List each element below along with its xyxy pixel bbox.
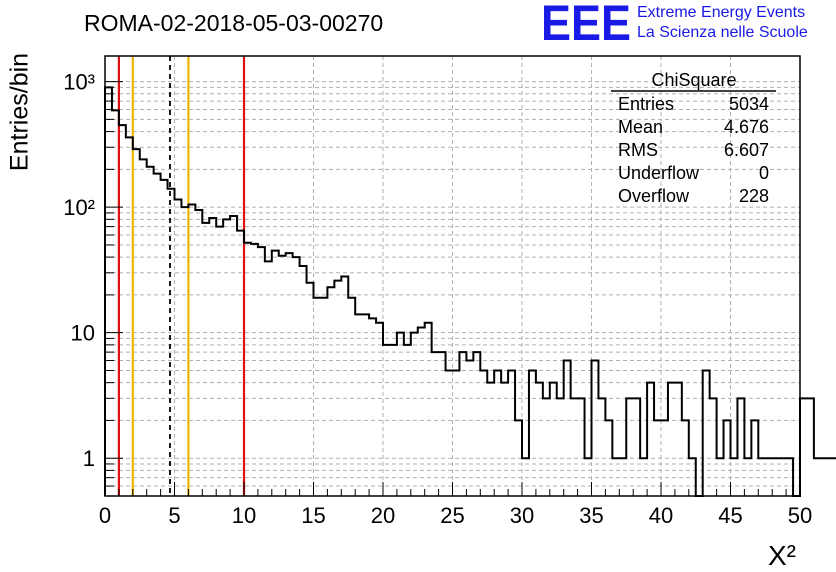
stats-label: Entries [618, 94, 674, 114]
eee-logo-text: EEE [541, 2, 631, 42]
y-tick-label: 10 [71, 321, 95, 346]
stats-label: RMS [618, 140, 658, 160]
eee-logo: EEE [541, 2, 631, 42]
logo-line-2: La Scienza nelle Scuole [637, 24, 808, 41]
y-tick-label: 1 [83, 446, 95, 471]
page-title: ROMA-02-2018-05-03-00270 [84, 10, 384, 36]
x-tick-label: 10 [232, 503, 256, 528]
histogram-series [104, 86, 836, 497]
y-tick-label: 10³ [63, 70, 95, 95]
x-axis-label: X² [768, 540, 796, 571]
x-tick-label: 5 [168, 503, 180, 528]
stats-label: Mean [618, 117, 663, 137]
stats-box: ChiSquare Entries 5034 Mean 4.676 RMS 6.607 Un… [611, 70, 776, 206]
stats-value: 0 [759, 163, 769, 183]
stats-label: Overflow [618, 186, 690, 206]
stats-value: 6.607 [724, 140, 769, 160]
logo-line-1: Extreme Energy Events [637, 4, 806, 21]
stats-value: 4.676 [724, 117, 769, 137]
stats-value: 228 [739, 186, 769, 206]
x-tick-label: 40 [649, 503, 673, 528]
grid [105, 56, 800, 497]
x-tick-label: 15 [301, 503, 325, 528]
x-tick-label: 45 [718, 503, 742, 528]
x-tick-label: 0 [99, 503, 111, 528]
y-tick-label: 10² [63, 195, 95, 220]
stats-title: ChiSquare [651, 70, 736, 90]
x-tick-label: 35 [579, 503, 603, 528]
x-tick-label: 20 [371, 503, 395, 528]
x-tick-label: 25 [440, 503, 464, 528]
marker-lines [117, 56, 246, 496]
x-tick-label: 30 [510, 503, 534, 528]
stats-label: Underflow [618, 163, 700, 183]
stats-value: 5034 [729, 94, 769, 114]
axes: 0 5 10 15 20 25 30 35 40 45 50 1 10 10² 10³ [63, 70, 812, 528]
x-tick-label: 50 [788, 503, 812, 528]
